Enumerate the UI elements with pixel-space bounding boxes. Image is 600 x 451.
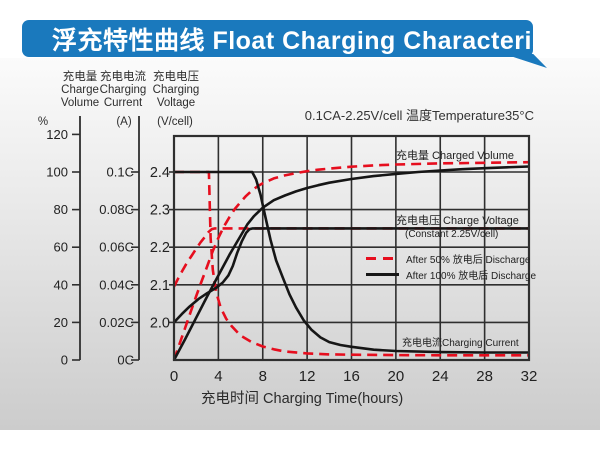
current-axis-header-en1: Charging [99,84,147,96]
volume-unit-label: % [37,116,49,128]
volume-axis-header-cn: 充电量 [62,71,98,83]
x-tick-label-16: 16 [343,368,360,385]
volume-tick-label-120: 120 [46,127,68,142]
legend-item-50: After 50% 放电后 Discharge [366,250,536,266]
current-axis-header-cn: 充电电流 [100,71,146,83]
current-tick-label-3: 0.06C [99,240,134,255]
legend-dashed-red-swatch [366,256,399,260]
constant-voltage-label: (Constant 2.25V/cell) [405,229,499,240]
charge-voltage-curve-label: 充电电压 Charge Voltage [396,215,519,227]
voltage-tick-label-2.3: 2.3 [150,203,170,219]
voltage-axis-header-en1: Charging [152,84,200,96]
volume-axis-header: 充电量 Charge Volume [49,71,111,110]
voltage-tick-label-2.1: 2.1 [150,278,170,294]
current-tick-label-2: 0.04C [99,277,134,292]
plot-frame [172,134,531,362]
series-1-curve [172,227,529,288]
voltage-unit-label: (V/cell) [157,116,193,128]
chart-background-panel [0,58,600,430]
legend-item-100: After 100% 放电后 Discharge [366,266,536,282]
legend-solid-black-swatch [366,272,399,276]
volume-axis-header-en2: Volume [60,97,100,109]
x-tick-label-4: 4 [214,368,222,385]
series-3-curve [172,165,530,361]
x-axis-title: 充电时间 Charging Time(hours) [201,391,404,407]
voltage-axis-header-cn: 充电电压 [153,71,199,83]
voltage-tick-label-2: 2.0 [150,315,170,331]
current-tick-label-1: 0.02C [99,315,134,330]
current-axis-header-en2: Current [103,97,143,109]
voltage-axis-header: 充电电压 Charging Voltage [145,71,207,110]
legend-label-50: After 50% 放电后 Discharge [406,254,531,266]
x-tick-label-20: 20 [388,368,405,385]
current-tick-label-4: 0.08C [99,202,134,217]
volume-tick-label-40: 40 [54,277,68,292]
x-tick-label-0: 0 [170,368,178,385]
series-5-curve [174,170,529,354]
test-condition-label: 0.1CA-2.25V/cell 温度Temperature35°C [304,108,534,123]
legend-label-100: After 100% 放电后 Discharge [406,270,537,282]
voltage-tick-label-2.2: 2.2 [150,240,170,256]
charging-current-curve-label: 充电电流Charging Current [402,338,519,349]
x-tick-label-8: 8 [259,368,267,385]
page-title: 浮充特性曲线 Float Charging Characteristics [52,26,592,55]
series-2-curve [174,170,529,357]
current-tick-label-0: 0C [117,353,134,368]
volume-tick-label-80: 80 [54,202,68,217]
x-tick-label-32: 32 [521,368,538,385]
volume-tick-label-60: 60 [54,240,68,255]
volume-tick-label-100: 100 [46,165,68,180]
legend: After 50% 放电后 Discharge After 100% 放电后 D… [366,250,536,282]
charged-volume-curve-label: 充电量 Charged Volume [396,150,514,162]
volume-axis-header-en1: Charge [61,84,99,96]
voltage-axis-header-en2: Voltage [156,97,196,109]
voltage-tick-label-2.4: 2.4 [150,165,170,181]
current-axis-header: 充电电流 Charging Current [92,71,154,110]
current-unit-label: (A) [116,116,132,128]
x-tick-label-24: 24 [432,368,449,385]
x-tick-label-28: 28 [476,368,493,385]
series-4-curve [173,227,529,324]
current-tick-label-5: 0.1C [107,165,134,180]
title-banner: 浮充特性曲线 Float Charging Characteristics [22,20,591,57]
volume-tick-label-20: 20 [54,315,68,330]
volume-tick-label-0: 0 [61,353,68,368]
x-tick-label-12: 12 [299,368,316,385]
